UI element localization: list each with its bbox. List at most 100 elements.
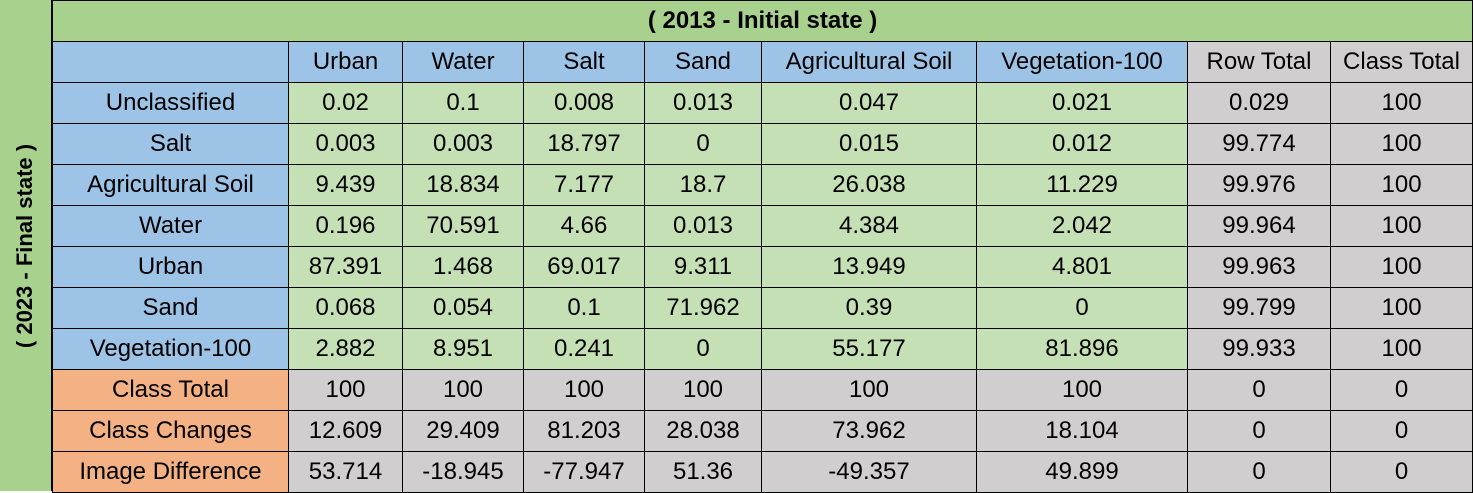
table-cell: 0	[1187, 410, 1331, 452]
table-cell: 100	[644, 369, 762, 411]
table-cell: 100	[523, 369, 645, 411]
corner-cell	[52, 41, 289, 83]
table-cell: 100	[1329, 205, 1474, 247]
table-row: Vegetation-100 2.882 8.951 0.241 0 55.177 81.8…	[52, 328, 1474, 370]
table-cell: 99.964	[1187, 205, 1331, 247]
table-cell: 0.021	[976, 82, 1188, 124]
table-cell: 0.02	[288, 82, 403, 124]
table-cell: 18.7	[644, 164, 762, 206]
column-header: Agricultural Soil	[761, 41, 977, 83]
table-cell: 9.311	[644, 246, 762, 288]
table-cell: 99.799	[1187, 287, 1331, 329]
table-cell: 0	[976, 287, 1188, 329]
table-cell: 0.012	[976, 123, 1188, 165]
header-row: Urban Water Salt Sand Agricultural Soil …	[52, 41, 1474, 83]
table-cell: 99.774	[1187, 123, 1331, 165]
initial-state-title: ( 2013 - Initial state )	[51, 0, 1474, 42]
row-label: Urban	[52, 246, 289, 288]
row-label: Water	[52, 205, 289, 247]
table-cell: 0	[1329, 369, 1474, 411]
table-row: Urban 87.391 1.468 69.017 9.311 13.949 4.801 99…	[52, 246, 1474, 288]
table-cell: 100	[761, 369, 977, 411]
table-cell: 100	[1329, 164, 1474, 206]
summary-row: Image Difference 53.714 -18.945 -77.947 51.3…	[52, 451, 1474, 493]
table-cell: 0.241	[523, 328, 645, 370]
summary-row: Class Changes 12.609 29.409 81.203 28.038 73.…	[52, 410, 1474, 452]
row-label: Vegetation-100	[52, 328, 289, 370]
table-cell: 51.36	[644, 451, 762, 493]
column-header: Row Total	[1187, 41, 1331, 83]
table-cell: 69.017	[523, 246, 645, 288]
table-row: Unclassified 0.02 0.1 0.008 0.013 0.047 0.021 0…	[52, 82, 1474, 124]
row-label: Sand	[52, 287, 289, 329]
table-cell: 100	[1329, 328, 1474, 370]
table-cell: 87.391	[288, 246, 403, 288]
table-cell: 73.962	[761, 410, 977, 452]
table-cell: 99.933	[1187, 328, 1331, 370]
table-cell: 28.038	[644, 410, 762, 452]
table-cell: 18.104	[976, 410, 1188, 452]
table-cell: 0.008	[523, 82, 645, 124]
title-row: ( 2013 - Initial state )	[51, 0, 1474, 42]
table-cell: 2.042	[976, 205, 1188, 247]
table-cell: 18.797	[523, 123, 645, 165]
table-cell: 49.899	[976, 451, 1188, 493]
table-cell: 18.834	[402, 164, 524, 206]
table-row: Salt 0.003 0.003 18.797 0 0.015 0.012 99.774 100	[52, 123, 1474, 165]
change-matrix-table: ( 2013 - Initial state ) Urban Water Sal…	[51, 0, 1474, 493]
table-cell: 12.609	[288, 410, 403, 452]
final-state-side-label: ( 2023 - Final state )	[0, 0, 52, 491]
row-label: Unclassified	[52, 82, 289, 124]
row-label: Agricultural Soil	[52, 164, 289, 206]
table-cell: 1.468	[402, 246, 524, 288]
table-cell: 9.439	[288, 164, 403, 206]
row-label: Image Difference	[52, 451, 289, 493]
table-cell: 81.896	[976, 328, 1188, 370]
table-cell: 11.229	[976, 164, 1188, 206]
column-header: Vegetation-100	[976, 41, 1188, 83]
table-cell: 0	[1329, 451, 1474, 493]
table-cell: -18.945	[402, 451, 524, 493]
table-row: Agricultural Soil 9.439 18.834 7.177 18.7 26.…	[52, 164, 1474, 206]
table-cell: 70.591	[402, 205, 524, 247]
table-cell: 0.196	[288, 205, 403, 247]
table-cell: 4.801	[976, 246, 1188, 288]
table-cell: 0	[644, 328, 762, 370]
final-state-title: ( 2023 - Final state )	[12, 143, 38, 348]
table-cell: 0.003	[402, 123, 524, 165]
table-cell: 13.949	[761, 246, 977, 288]
table-cell: 100	[402, 369, 524, 411]
table-cell: 81.203	[523, 410, 645, 452]
table-cell: 0.1	[523, 287, 645, 329]
table-cell: 4.66	[523, 205, 645, 247]
column-header: Sand	[644, 41, 762, 83]
table-cell: 29.409	[402, 410, 524, 452]
table-cell: -77.947	[523, 451, 645, 493]
row-label: Salt	[52, 123, 289, 165]
table-cell: 7.177	[523, 164, 645, 206]
table-cell: 100	[1329, 82, 1474, 124]
summary-row: Class Total 100 100 100 100 100 100 0 0	[52, 369, 1474, 411]
table-cell: 2.882	[288, 328, 403, 370]
table-row: Sand 0.068 0.054 0.1 71.962 0.39 0 99.799 100	[52, 287, 1474, 329]
table-cell: 99.963	[1187, 246, 1331, 288]
table-cell: 0.39	[761, 287, 977, 329]
column-header: Water	[402, 41, 524, 83]
table-cell: 53.714	[288, 451, 403, 493]
table-cell: 99.976	[1187, 164, 1331, 206]
table-cell: 0.047	[761, 82, 977, 124]
table-row: Water 0.196 70.591 4.66 0.013 4.384 2.042 99.96…	[52, 205, 1474, 247]
table-cell: 100	[288, 369, 403, 411]
row-label: Class Changes	[52, 410, 289, 452]
table-cell: 0.013	[644, 82, 762, 124]
table-cell: 8.951	[402, 328, 524, 370]
table-cell: 55.177	[761, 328, 977, 370]
table-cell: 0	[1187, 369, 1331, 411]
column-header: Salt	[523, 41, 645, 83]
table-cell: 0	[1187, 451, 1331, 493]
row-label: Class Total	[52, 369, 289, 411]
table-cell: 100	[1329, 246, 1474, 288]
table-cell: 71.962	[644, 287, 762, 329]
table-cell: 0.068	[288, 287, 403, 329]
column-header: Class Total	[1329, 41, 1474, 83]
